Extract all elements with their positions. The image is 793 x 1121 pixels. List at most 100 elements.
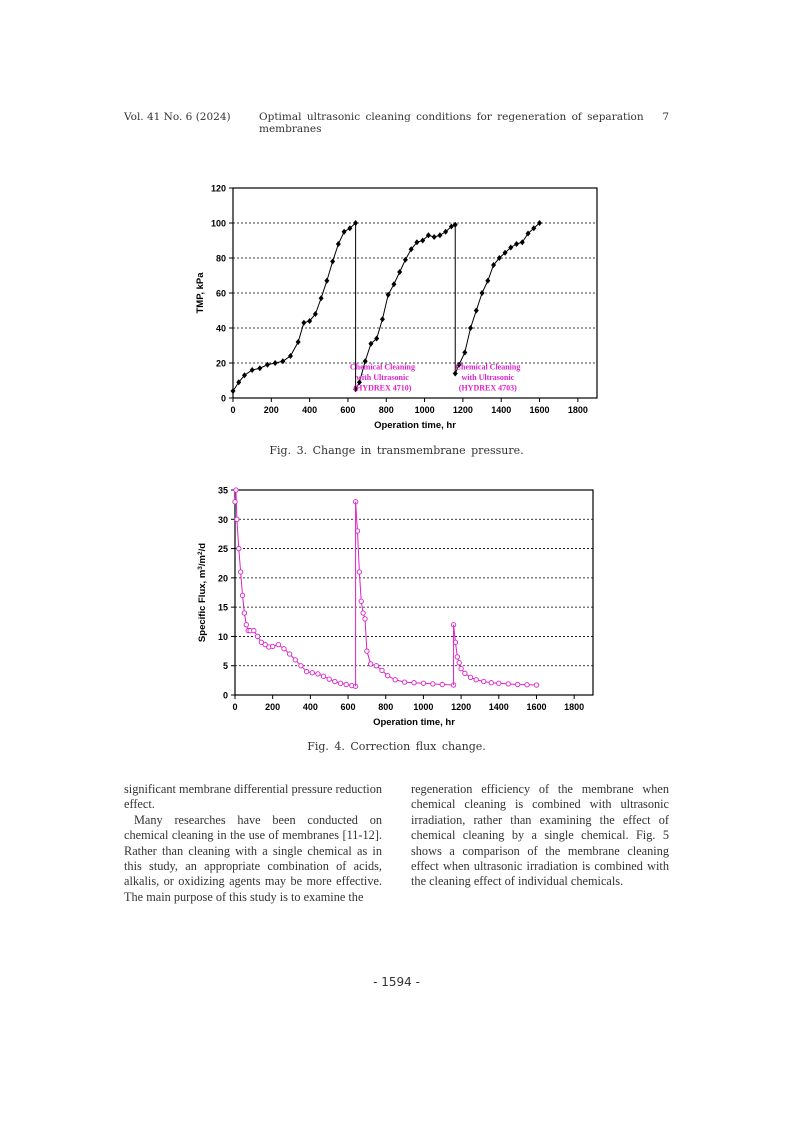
data-point bbox=[537, 220, 543, 226]
y-tick-label: 80 bbox=[216, 254, 226, 264]
data-point bbox=[287, 353, 293, 359]
data-point bbox=[379, 316, 385, 323]
data-point bbox=[505, 681, 511, 687]
data-point bbox=[362, 358, 368, 365]
series-line bbox=[232, 222, 356, 392]
data-point bbox=[243, 622, 249, 628]
data-point bbox=[280, 358, 286, 365]
x-tick-label: 600 bbox=[340, 405, 355, 415]
data-point bbox=[473, 677, 479, 683]
data-point bbox=[488, 680, 494, 686]
data-point bbox=[258, 639, 265, 645]
data-point bbox=[307, 318, 313, 324]
x-tick-label: 1800 bbox=[564, 702, 584, 712]
x-tick-label: 600 bbox=[341, 702, 356, 712]
y-axis-title-superscript: 2 bbox=[197, 551, 204, 555]
x-tick-label: 800 bbox=[379, 405, 394, 415]
data-point bbox=[368, 661, 374, 667]
x-tick-label: 0 bbox=[230, 405, 235, 415]
data-point bbox=[508, 244, 514, 251]
data-point bbox=[373, 663, 379, 669]
data-point bbox=[439, 681, 445, 688]
data-point bbox=[392, 677, 398, 683]
y-tick-label: 40 bbox=[216, 324, 226, 334]
data-point bbox=[341, 228, 347, 235]
data-point bbox=[318, 295, 324, 302]
series-line bbox=[453, 624, 537, 686]
data-point bbox=[531, 225, 537, 232]
y-tick-label: 20 bbox=[218, 573, 228, 583]
data-point bbox=[230, 388, 236, 394]
data-point bbox=[473, 307, 479, 314]
x-tick-label: 200 bbox=[265, 702, 280, 712]
x-tick-label: 1400 bbox=[489, 702, 509, 712]
data-point bbox=[286, 651, 293, 657]
data-point bbox=[391, 281, 397, 288]
data-point bbox=[525, 230, 531, 237]
x-tick-label: 1000 bbox=[413, 702, 433, 712]
data-point bbox=[456, 660, 462, 666]
data-point bbox=[332, 678, 338, 685]
data-point bbox=[309, 670, 315, 676]
x-tick-label: 200 bbox=[264, 405, 279, 415]
y-tick-label: 10 bbox=[218, 632, 228, 642]
data-point bbox=[479, 290, 485, 296]
data-point bbox=[292, 657, 298, 663]
data-point bbox=[496, 680, 502, 686]
data-point bbox=[443, 228, 449, 235]
annotation-label: (HYDREX 4703) bbox=[459, 384, 517, 393]
y-axis-title-part: /m bbox=[197, 555, 208, 566]
x-tick-label: 0 bbox=[232, 702, 237, 712]
x-tick-label: 1600 bbox=[530, 405, 550, 415]
data-point bbox=[496, 255, 502, 261]
data-point bbox=[270, 643, 276, 650]
x-tick-label: 1800 bbox=[568, 405, 588, 415]
data-point bbox=[533, 682, 540, 688]
data-point bbox=[362, 616, 368, 622]
data-point bbox=[337, 680, 344, 686]
data-point bbox=[272, 360, 278, 366]
data-point bbox=[454, 654, 460, 660]
data-point bbox=[467, 674, 474, 681]
data-point bbox=[420, 680, 427, 686]
data-point bbox=[448, 223, 454, 230]
x-tick-label: 1200 bbox=[451, 702, 471, 712]
fig4-caption: Fig. 4. Correction flux change. bbox=[307, 740, 486, 753]
data-point bbox=[425, 232, 431, 239]
body-left-column: significant membrane differential pressu… bbox=[124, 782, 382, 905]
data-point bbox=[239, 592, 246, 599]
header-page-number: 7 bbox=[662, 111, 669, 123]
data-point bbox=[402, 256, 408, 263]
y-axis-title-part: /d bbox=[197, 543, 208, 552]
data-point bbox=[462, 349, 468, 356]
x-axis-title: Operation time, hr bbox=[374, 420, 456, 431]
annotation-label: (HYDREX 4710) bbox=[353, 384, 411, 393]
data-point bbox=[437, 232, 443, 239]
data-point bbox=[502, 249, 508, 256]
data-point bbox=[234, 516, 240, 522]
data-point bbox=[330, 258, 336, 265]
y-tick-label: 0 bbox=[223, 691, 228, 701]
data-point bbox=[326, 676, 332, 682]
data-point bbox=[254, 633, 261, 640]
data-point bbox=[397, 269, 403, 275]
data-point bbox=[312, 311, 318, 317]
page-footer-number: - 1594 - bbox=[373, 975, 420, 989]
data-point bbox=[303, 668, 310, 675]
data-point bbox=[462, 670, 468, 676]
y-tick-label: 25 bbox=[218, 544, 228, 554]
data-point bbox=[458, 665, 464, 672]
data-point bbox=[356, 379, 362, 386]
paragraph: significant membrane differential pressu… bbox=[124, 782, 382, 812]
data-point bbox=[481, 678, 487, 685]
x-tick-label: 400 bbox=[302, 405, 317, 415]
data-point bbox=[298, 663, 304, 669]
x-tick-label: 1000 bbox=[415, 405, 435, 415]
annotation-label: with Ultrasonic bbox=[356, 373, 409, 382]
x-tick-label: 400 bbox=[303, 702, 318, 712]
y-tick-label: 60 bbox=[216, 289, 226, 299]
data-point bbox=[264, 361, 270, 368]
data-point bbox=[358, 598, 364, 604]
x-axis-title: Operation time, hr bbox=[373, 717, 455, 728]
